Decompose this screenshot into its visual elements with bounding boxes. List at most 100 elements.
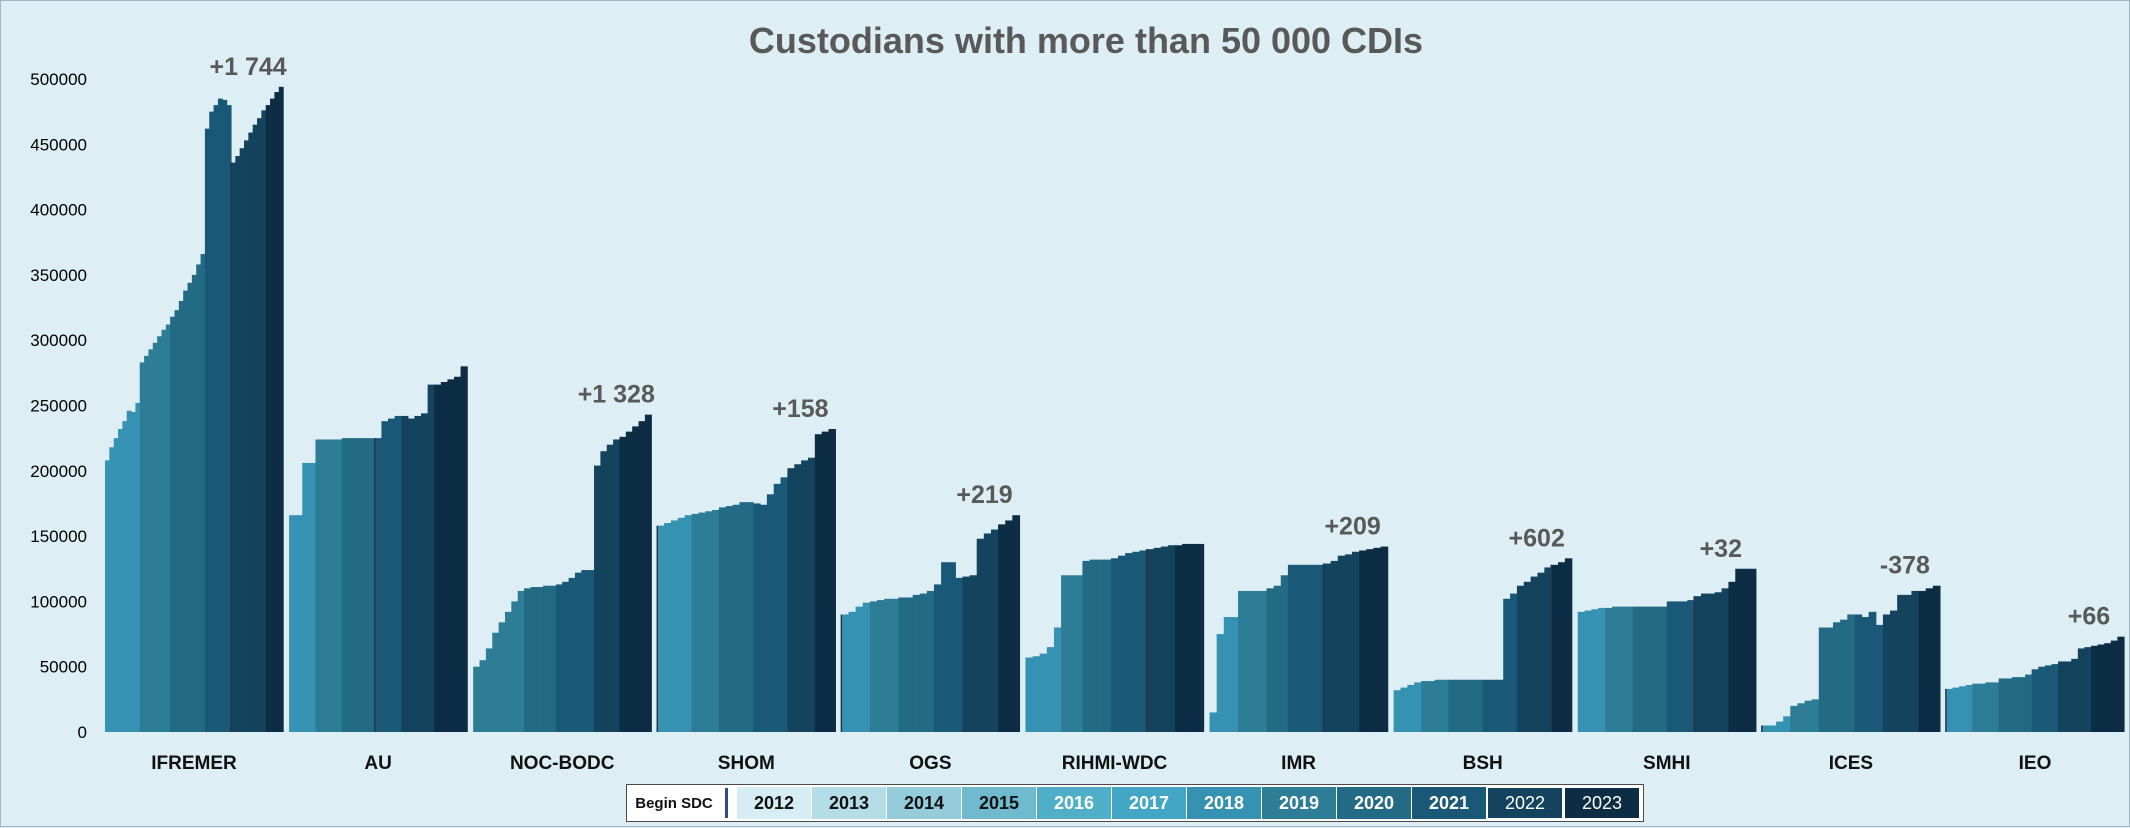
bar: [113, 438, 119, 732]
bar: [328, 439, 336, 732]
bar: [2064, 661, 2072, 732]
bar: [1840, 619, 1848, 732]
bar: [625, 431, 633, 732]
bar: [1025, 657, 1034, 732]
bar: [926, 590, 935, 732]
bar: [1146, 549, 1155, 732]
data-annotation: +1 744: [210, 53, 287, 81]
bar: [2044, 665, 2053, 732]
bar: [1061, 575, 1069, 732]
bar: [1790, 705, 1799, 732]
y-tick-label: 500000: [30, 70, 87, 89]
bar: [222, 99, 228, 732]
bar: [2104, 643, 2112, 732]
bar: [998, 524, 1006, 732]
category-label: NOC-BODC: [510, 753, 615, 774]
legend-years: 2012 2013 2014 2015 2016 2017 2018 2019 2020 2021…: [737, 787, 1641, 819]
bar: [1516, 585, 1525, 732]
bar: [1523, 581, 1532, 732]
bar: [644, 414, 652, 732]
bar: [1680, 601, 1688, 732]
bar: [969, 575, 978, 732]
bar: [1068, 575, 1076, 732]
bar: [152, 342, 158, 732]
bar: [1558, 562, 1566, 732]
bar: [1380, 546, 1389, 732]
bar: [1598, 607, 1606, 732]
bar: [594, 465, 601, 732]
bar: [1825, 627, 1834, 732]
bar: [718, 507, 727, 732]
bar: [1407, 684, 1415, 732]
bar: [1833, 622, 1841, 732]
bar: [226, 105, 232, 733]
data-annotation: +32: [1700, 535, 1742, 563]
bar: [1448, 679, 1456, 732]
bar: [1096, 559, 1105, 732]
bar: [1646, 606, 1654, 732]
bar: [1182, 543, 1190, 732]
bar: [1584, 610, 1593, 732]
bar: [1707, 593, 1716, 732]
bar: [2011, 677, 2020, 732]
bar: [1400, 687, 1408, 732]
legend-item-2015: 2015: [962, 787, 1036, 819]
bar: [1776, 721, 1784, 732]
bar: [543, 585, 551, 732]
bar: [698, 512, 706, 732]
bar: [2097, 644, 2105, 732]
bar: [1544, 567, 1552, 732]
bar: [1530, 576, 1539, 732]
bar: [381, 421, 389, 732]
bar: [1189, 543, 1198, 732]
bar: [170, 316, 176, 732]
bar: [322, 439, 330, 732]
bar: [1959, 686, 1967, 732]
y-tick-label: 200000: [30, 462, 87, 481]
bar: [2084, 647, 2092, 732]
bar: [862, 602, 871, 732]
bar: [828, 429, 836, 732]
bar: [289, 515, 297, 732]
category-label: ICES: [1829, 753, 1873, 774]
bar: [401, 415, 409, 732]
bar: [1721, 588, 1730, 732]
data-annotation: +1 328: [578, 381, 655, 409]
legend: Begin SDC 2012 2013 2014 2015 2016 2017 2018 20…: [626, 784, 1644, 822]
bar: [794, 464, 802, 732]
bar: [1965, 684, 1973, 732]
bar: [511, 601, 519, 732]
bar: [807, 457, 816, 732]
bar: [230, 162, 236, 732]
bar: [1153, 547, 1162, 732]
bar: [1925, 588, 1934, 732]
bar: [841, 614, 850, 732]
bar: [131, 412, 136, 732]
bar: [1302, 564, 1310, 732]
bar: [884, 598, 892, 732]
legend-item-2014: 2014: [887, 787, 961, 819]
bar: [479, 660, 487, 732]
begin-sdc-marker: [724, 788, 728, 818]
legend-item-2017: 2017: [1112, 787, 1186, 819]
bar: [1952, 687, 1960, 732]
bar: [1046, 647, 1055, 732]
bar: [1316, 564, 1325, 732]
bar: [983, 533, 992, 732]
bar: [753, 503, 761, 732]
bar: [1075, 575, 1084, 732]
bar: [1618, 606, 1627, 732]
bar: [1673, 601, 1682, 732]
bar: [105, 460, 110, 732]
bar: [1330, 560, 1339, 732]
bar: [139, 362, 145, 732]
bar: [135, 402, 141, 732]
bar: [1462, 679, 1470, 732]
bar: [2058, 661, 2066, 732]
y-tick-label: 400000: [30, 201, 87, 220]
bar: [549, 585, 557, 732]
bar: [1714, 592, 1723, 732]
bar: [712, 509, 720, 732]
bar: [732, 504, 741, 732]
bar: [955, 577, 964, 732]
